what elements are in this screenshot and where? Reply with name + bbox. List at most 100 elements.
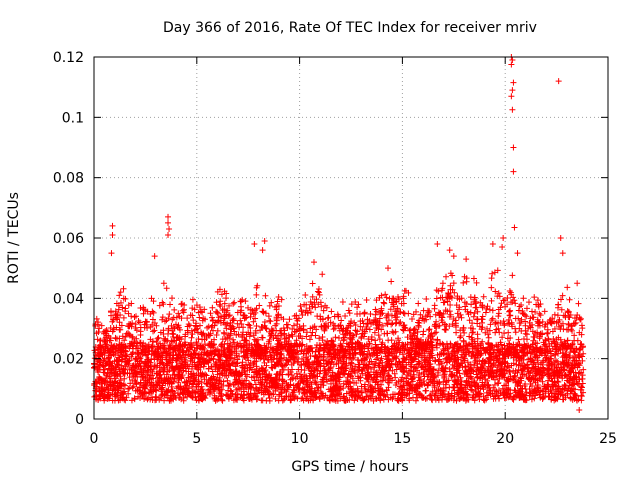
data-point <box>382 353 389 360</box>
data-point <box>379 322 386 329</box>
data-point <box>225 382 232 389</box>
data-point <box>480 293 487 300</box>
data-point <box>207 310 214 317</box>
data-point <box>312 379 319 386</box>
data-point <box>159 299 166 306</box>
data-point <box>218 342 225 349</box>
data-point <box>230 315 237 322</box>
data-point <box>385 311 392 318</box>
data-point <box>170 368 177 375</box>
data-point <box>555 301 562 308</box>
data-point <box>282 387 289 394</box>
data-point <box>422 395 429 402</box>
data-point <box>299 312 306 319</box>
data-point <box>251 377 258 384</box>
data-point <box>285 371 292 378</box>
data-point <box>466 333 473 340</box>
data-point <box>460 337 467 344</box>
data-point <box>309 329 316 336</box>
data-point <box>354 385 361 392</box>
data-point <box>471 310 478 317</box>
data-point <box>147 323 154 330</box>
data-point <box>380 299 387 306</box>
data-point <box>221 305 228 312</box>
data-point <box>516 320 523 327</box>
data-point <box>331 346 338 353</box>
data-point <box>98 322 105 329</box>
data-point <box>495 379 502 386</box>
data-point <box>218 291 225 298</box>
data-point <box>120 285 127 292</box>
data-point <box>166 311 173 318</box>
data-point <box>253 291 260 298</box>
data-point <box>470 329 477 336</box>
data-point <box>219 397 226 404</box>
data-point <box>388 278 395 285</box>
data-point <box>262 292 269 299</box>
data-point <box>153 339 160 346</box>
data-point <box>149 316 156 323</box>
data-point <box>342 313 349 320</box>
data-point <box>469 329 476 336</box>
data-point <box>516 303 523 310</box>
data-point <box>539 318 546 325</box>
data-point <box>96 325 103 332</box>
data-point <box>428 330 435 337</box>
data-point <box>253 323 260 330</box>
data-point <box>252 381 259 388</box>
data-point <box>122 333 129 340</box>
data-point <box>193 302 200 309</box>
data-point <box>113 300 120 307</box>
data-point <box>195 336 202 343</box>
data-point <box>161 397 168 404</box>
data-point <box>443 273 450 280</box>
data-point <box>175 310 182 317</box>
data-point <box>214 309 221 316</box>
data-point <box>542 337 549 344</box>
data-point <box>216 286 223 293</box>
data-point <box>523 313 530 320</box>
data-point <box>319 390 326 397</box>
data-point <box>521 396 528 403</box>
data-point <box>313 326 320 333</box>
data-point <box>235 331 242 338</box>
data-point <box>242 298 249 305</box>
data-point <box>231 299 238 306</box>
data-point <box>372 311 379 318</box>
data-point <box>433 318 440 325</box>
data-point <box>494 380 501 387</box>
data-point <box>363 296 370 303</box>
data-point <box>176 324 183 331</box>
data-point <box>375 362 382 369</box>
data-point <box>125 310 132 317</box>
data-point <box>460 279 467 286</box>
data-point <box>406 327 413 334</box>
data-point <box>467 309 474 316</box>
data-point <box>499 385 506 392</box>
data-point <box>499 334 506 341</box>
data-point <box>522 380 529 387</box>
data-point <box>537 312 544 319</box>
data-point <box>182 331 189 338</box>
data-point <box>409 394 416 401</box>
data-point <box>580 350 587 357</box>
data-point <box>420 378 427 385</box>
data-point <box>174 333 181 340</box>
data-point <box>275 294 282 301</box>
data-point <box>348 359 355 366</box>
data-point <box>366 326 373 333</box>
data-point <box>499 345 506 352</box>
data-point <box>231 372 238 379</box>
data-point <box>488 275 495 282</box>
data-point <box>298 307 305 314</box>
data-point <box>323 370 330 377</box>
data-point <box>545 336 552 343</box>
data-point <box>332 334 339 341</box>
data-point <box>152 397 159 404</box>
data-point <box>92 322 99 329</box>
data-point <box>322 392 329 399</box>
data-point <box>527 324 534 331</box>
data-point <box>512 329 519 336</box>
data-point <box>272 395 279 402</box>
